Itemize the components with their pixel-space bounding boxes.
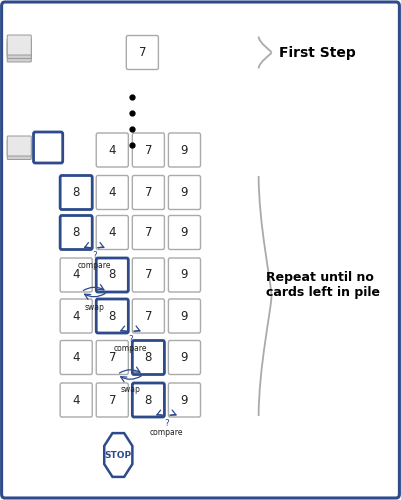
- FancyBboxPatch shape: [7, 42, 31, 62]
- Text: compare: compare: [77, 260, 111, 270]
- FancyBboxPatch shape: [7, 35, 31, 55]
- Text: 7: 7: [109, 351, 116, 364]
- FancyBboxPatch shape: [168, 340, 200, 374]
- FancyBboxPatch shape: [96, 340, 128, 374]
- Text: 9: 9: [181, 226, 188, 239]
- Text: STOP: STOP: [105, 450, 132, 460]
- FancyBboxPatch shape: [168, 258, 200, 292]
- Text: 8: 8: [145, 394, 152, 406]
- Text: Repeat until no
cards left in pile: Repeat until no cards left in pile: [266, 271, 380, 299]
- FancyBboxPatch shape: [7, 136, 31, 156]
- Text: 9: 9: [181, 144, 188, 156]
- Text: 4: 4: [73, 351, 80, 364]
- FancyBboxPatch shape: [132, 383, 164, 417]
- Polygon shape: [104, 433, 132, 477]
- FancyBboxPatch shape: [132, 133, 164, 167]
- Text: 4: 4: [109, 226, 116, 239]
- Text: compare: compare: [113, 344, 147, 353]
- Text: 7: 7: [145, 268, 152, 281]
- Text: ?: ?: [128, 335, 133, 344]
- FancyBboxPatch shape: [60, 176, 92, 210]
- Text: 4: 4: [73, 394, 80, 406]
- FancyBboxPatch shape: [60, 216, 92, 250]
- FancyBboxPatch shape: [60, 340, 92, 374]
- Text: ?: ?: [92, 252, 97, 260]
- Text: 8: 8: [109, 310, 116, 322]
- FancyBboxPatch shape: [168, 299, 200, 333]
- FancyBboxPatch shape: [168, 133, 200, 167]
- FancyBboxPatch shape: [96, 299, 128, 333]
- FancyBboxPatch shape: [132, 216, 164, 250]
- FancyBboxPatch shape: [132, 340, 164, 374]
- FancyBboxPatch shape: [126, 36, 158, 70]
- Text: 9: 9: [181, 186, 188, 199]
- Text: ?: ?: [164, 419, 169, 428]
- Text: 8: 8: [73, 186, 80, 199]
- Text: swap: swap: [120, 386, 140, 394]
- Text: 7: 7: [145, 144, 152, 156]
- Text: 8: 8: [73, 226, 80, 239]
- Text: 7: 7: [145, 310, 152, 322]
- Text: compare: compare: [150, 428, 183, 437]
- FancyBboxPatch shape: [7, 38, 31, 58]
- Text: 9: 9: [181, 394, 188, 406]
- Text: 8: 8: [145, 351, 152, 364]
- Text: swap: swap: [84, 303, 104, 312]
- Text: 9: 9: [181, 351, 188, 364]
- FancyBboxPatch shape: [60, 258, 92, 292]
- Text: 7: 7: [145, 226, 152, 239]
- Text: 4: 4: [109, 186, 116, 199]
- FancyBboxPatch shape: [96, 133, 128, 167]
- FancyBboxPatch shape: [132, 258, 164, 292]
- FancyBboxPatch shape: [96, 176, 128, 210]
- Text: 4: 4: [73, 310, 80, 322]
- FancyBboxPatch shape: [96, 258, 128, 292]
- FancyBboxPatch shape: [60, 383, 92, 417]
- FancyBboxPatch shape: [132, 176, 164, 210]
- Text: 9: 9: [181, 310, 188, 322]
- Text: 4: 4: [109, 144, 116, 156]
- FancyBboxPatch shape: [60, 299, 92, 333]
- FancyBboxPatch shape: [96, 216, 128, 250]
- FancyBboxPatch shape: [7, 140, 31, 160]
- Text: 9: 9: [181, 268, 188, 281]
- Text: 7: 7: [145, 186, 152, 199]
- FancyBboxPatch shape: [34, 132, 63, 163]
- FancyBboxPatch shape: [168, 383, 200, 417]
- Text: First Step: First Step: [279, 46, 355, 60]
- FancyBboxPatch shape: [168, 176, 200, 210]
- FancyBboxPatch shape: [96, 383, 128, 417]
- Text: 7: 7: [109, 394, 116, 406]
- FancyBboxPatch shape: [132, 299, 164, 333]
- Text: 7: 7: [139, 46, 146, 59]
- Text: 4: 4: [73, 268, 80, 281]
- Text: 8: 8: [109, 268, 116, 281]
- FancyBboxPatch shape: [168, 216, 200, 250]
